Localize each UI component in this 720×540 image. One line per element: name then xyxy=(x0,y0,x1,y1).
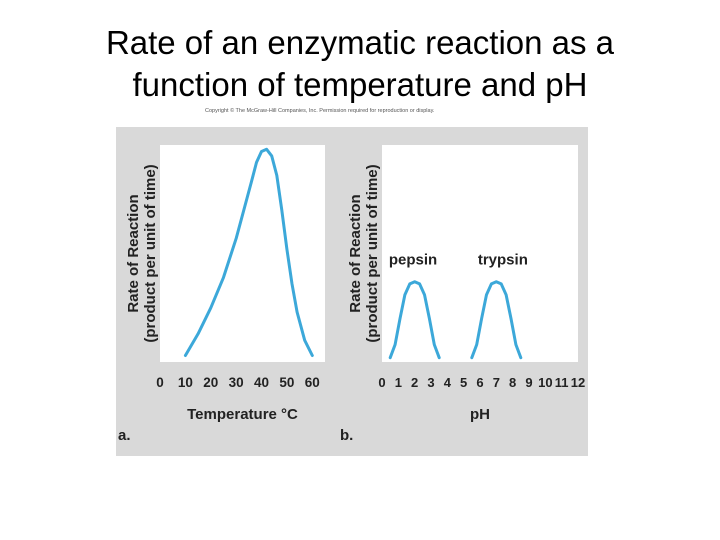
panel-a-temperature: Rate of Reaction (product per unit of tim… xyxy=(118,145,325,444)
x-tick-label-a: 10 xyxy=(178,375,193,390)
panel-label-b: b. xyxy=(340,427,353,444)
x-axis-label-a: Temperature °C xyxy=(187,406,298,423)
x-tick-label-b: 0 xyxy=(378,375,385,390)
x-tick-label-b: 8 xyxy=(509,375,516,390)
annotation-trypsin: trypsin xyxy=(478,251,528,268)
x-tick-label-b: 12 xyxy=(571,375,585,390)
x-tick-label-b: 7 xyxy=(493,375,500,390)
plot-area-a xyxy=(160,145,325,362)
x-tick-label-b: 5 xyxy=(460,375,467,390)
y-axis-label-line1-a: Rate of Reaction xyxy=(125,194,142,312)
y-axis-label-line2-a: (product per unit of time) xyxy=(142,164,159,342)
x-axis-label-b: pH xyxy=(470,406,490,423)
x-tick-label-a: 30 xyxy=(229,375,244,390)
panel-label-a: a. xyxy=(118,427,131,444)
x-tick-label-a: 0 xyxy=(156,375,164,390)
annotation-pepsin: pepsin xyxy=(389,251,437,268)
x-tick-label-b: 6 xyxy=(476,375,483,390)
panel-b-ph: Rate of Reaction (product per unit of tim… xyxy=(340,145,585,444)
x-tick-label-b: 2 xyxy=(411,375,418,390)
x-tick-label-b: 11 xyxy=(555,375,569,390)
x-tick-label-b: 10 xyxy=(538,375,552,390)
x-tick-label-b: 3 xyxy=(427,375,434,390)
x-tick-label-a: 50 xyxy=(279,375,294,390)
curve-b-trypsin xyxy=(470,280,523,360)
title-line-2: function of temperature and pH xyxy=(132,66,588,103)
x-tick-label-b: 9 xyxy=(525,375,532,390)
enzyme-rate-figure: Rate of Reaction (product per unit of tim… xyxy=(116,127,588,456)
title-line-1: Rate of an enzymatic reaction as a xyxy=(105,24,615,61)
figure-svg: Rate of Reaction (product per unit of tim… xyxy=(116,127,588,456)
x-tick-label-b: 1 xyxy=(395,375,402,390)
x-tick-label-b: 4 xyxy=(444,375,452,390)
x-tick-label-a: 40 xyxy=(254,375,269,390)
y-axis-label-line2-b: (product per unit of time) xyxy=(364,164,381,342)
x-tick-label-a: 60 xyxy=(305,375,320,390)
slide-title: Rate of an enzymatic reaction as a funct… xyxy=(0,22,720,106)
y-axis-label-line1-b: Rate of Reaction xyxy=(347,194,364,312)
copyright-notice: Copyright © The McGraw-Hill Companies, I… xyxy=(205,108,435,114)
x-tick-label-a: 20 xyxy=(203,375,218,390)
curve-a-series-0 xyxy=(183,147,314,357)
curve-b-pepsin xyxy=(388,280,441,360)
